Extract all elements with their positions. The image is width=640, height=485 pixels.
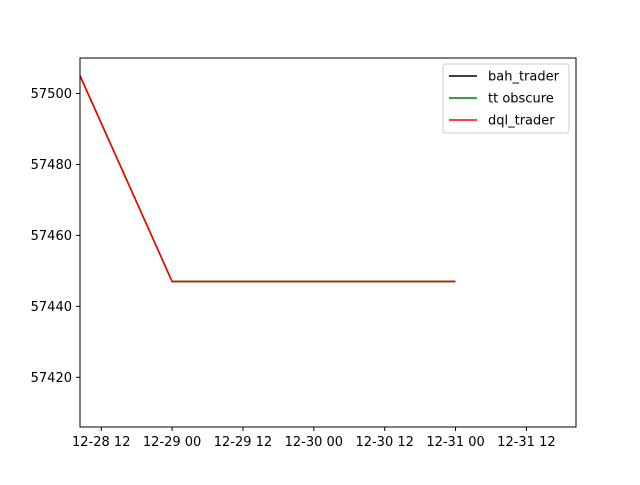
plot-frame — [79, 57, 577, 428]
x-tick-label: 12-29 00 — [143, 435, 201, 450]
legend-label: bah_trader — [488, 70, 560, 85]
x-tick-label: 12-30 12 — [355, 435, 413, 450]
legend-frame — [442, 63, 570, 134]
x-axis: 12-28 12 12-29 00 12-29 12 12-30 00 12-30 12… — [72, 427, 556, 450]
legend-label: tt obscure — [488, 92, 554, 107]
x-tick-label: 12-30 00 — [285, 435, 343, 450]
legend-label: dql_trader — [488, 114, 555, 129]
y-tick-label: 57460 — [31, 229, 72, 244]
series-line-dql-trader — [79, 75, 456, 283]
x-tick-label: 12-28 12 — [72, 435, 130, 450]
x-tick-label: 12-31 12 — [497, 435, 555, 450]
y-tick-label: 57440 — [31, 300, 72, 315]
y-tick-label: 57480 — [31, 158, 72, 173]
y-axis: 57420 57440 57460 57480 57500 — [31, 87, 80, 386]
y-tick-label: 57500 — [31, 87, 72, 102]
series-line-bah-trader — [79, 75, 456, 283]
series-layer — [79, 75, 456, 283]
y-tick-label: 57420 — [31, 371, 72, 386]
x-tick-label: 12-29 12 — [214, 435, 272, 450]
series-line-tt-obscure — [79, 75, 456, 283]
x-tick-label: 12-31 00 — [426, 435, 484, 450]
